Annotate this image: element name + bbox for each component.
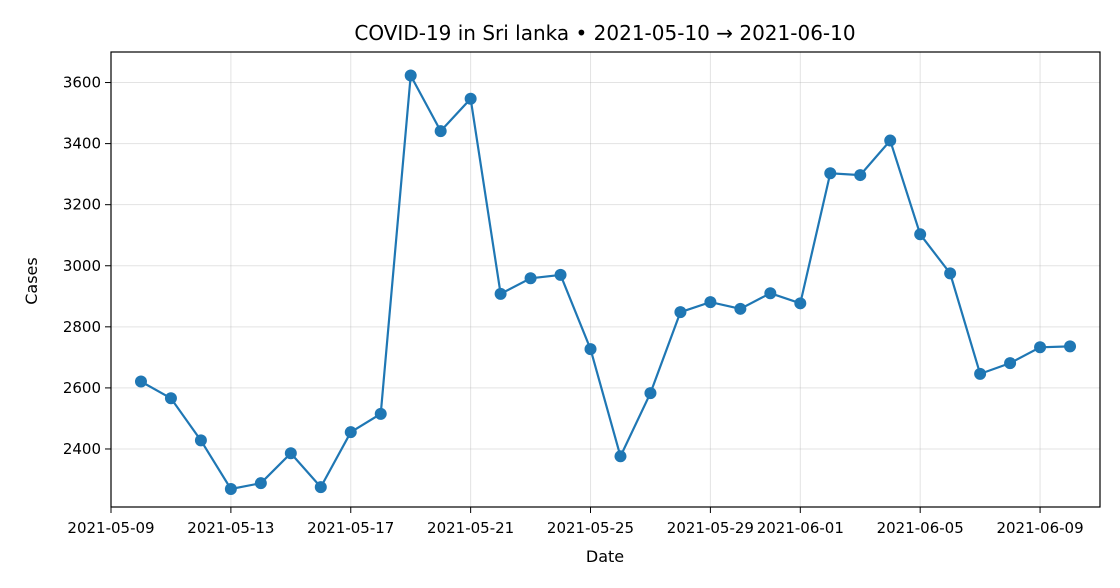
data-point [944,267,957,280]
y-tick-label: 3600 [63,74,101,92]
x-tick-label: 2021-05-13 [187,519,274,537]
data-point [914,228,927,241]
data-point [824,167,837,180]
x-tick-label: 2021-05-17 [307,519,394,537]
data-point [674,306,687,319]
data-point [734,302,747,315]
x-tick-label: 2021-05-29 [667,519,754,537]
plot-frame [110,51,1101,508]
data-point [794,297,807,310]
x-tick-label: 2021-05-25 [547,519,634,537]
data-point [524,272,537,285]
data-point [344,426,357,439]
grid [110,52,1100,507]
series-points [134,69,1077,495]
data-point [854,169,867,182]
y-tick-label: 3400 [63,135,101,153]
x-tick-label: 2021-06-09 [996,519,1083,537]
x-axis-label: Date [586,547,624,566]
data-point [404,69,417,82]
data-point [884,134,897,147]
y-tick-label: 2600 [63,379,101,397]
axes: 2021-05-09 2021-05-13 2021-05-17 2021-05-21… [63,74,1084,537]
x-tick-label: 2021-05-09 [67,519,154,537]
data-point [974,367,987,380]
data-point [374,407,387,420]
x-tick-label: 2021-06-05 [877,519,964,537]
data-point [194,434,207,447]
y-tick-label: 3000 [63,257,101,275]
data-point [494,287,507,300]
data-point [764,287,777,300]
data-point [314,481,327,494]
data-point [1004,357,1017,370]
chart-title: COVID-19 in Sri lanka • 2021-05-10 → 202… [354,21,855,45]
y-tick-label: 2800 [63,318,101,336]
x-tick-label: 2021-06-01 [757,519,844,537]
y-tick-label: 3200 [63,196,101,214]
data-point [254,477,267,490]
y-tick-label: 2400 [63,440,101,458]
y-axis-label: Cases [22,257,41,305]
data-point [224,482,237,495]
data-point [704,296,717,309]
series-line [140,71,1071,491]
data-point [644,387,657,400]
data-point [134,375,147,388]
x-tick-label: 2021-05-21 [427,519,514,537]
data-point [1034,341,1047,354]
data-point [584,343,597,356]
data-point [434,125,447,138]
data-point [614,450,627,463]
data-point [284,447,297,460]
data-point [164,392,177,405]
data-point [464,92,477,105]
data-point [1064,340,1077,353]
data-point [554,268,567,281]
